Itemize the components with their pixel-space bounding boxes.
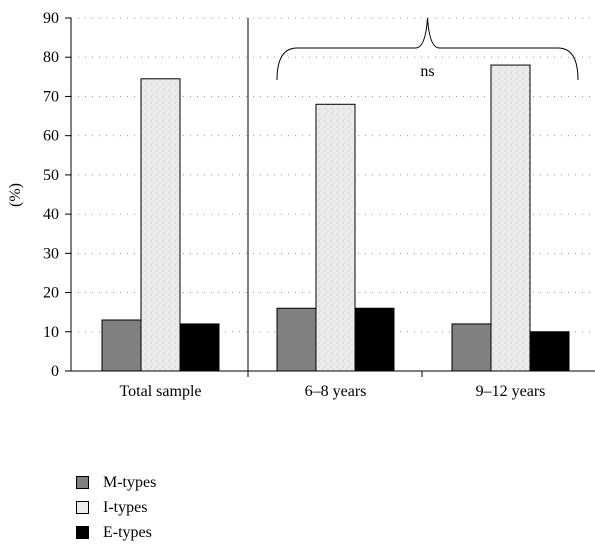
legend-label: I-types xyxy=(103,498,148,516)
legend-swatch-m-types xyxy=(76,476,89,489)
bar-i-types xyxy=(315,103,356,372)
y-tick-label: 70 xyxy=(43,88,59,105)
bar-e-types xyxy=(354,307,395,372)
bar-e-types xyxy=(529,331,570,372)
bar-i-types xyxy=(490,64,531,372)
legend-label: E-types xyxy=(103,523,152,541)
y-tick-label: 60 xyxy=(43,128,59,145)
y-tick-label: 80 xyxy=(43,49,59,66)
legend: M-types I-types E-types xyxy=(76,470,156,545)
significance-annotation: ns xyxy=(276,17,579,81)
legend-label: M-types xyxy=(103,473,157,491)
legend-swatch-i-types xyxy=(76,501,89,514)
x-category-label: Total sample xyxy=(120,383,202,400)
bar-e-types xyxy=(179,323,220,372)
y-tick-label: 30 xyxy=(43,245,59,262)
y-axis-label: (%) xyxy=(7,183,24,207)
bar-m-types xyxy=(451,323,492,372)
y-tick-label: 20 xyxy=(43,285,59,302)
legend-item-e-types: E-types xyxy=(76,520,156,545)
x-category-label: 9–12 years xyxy=(476,383,546,400)
y-tick-label: 10 xyxy=(43,324,59,341)
significance-label: ns xyxy=(420,63,434,80)
y-tick-label: 40 xyxy=(43,206,59,223)
bars xyxy=(101,64,570,372)
x-tick-labels: Total sample 6–8 years 9–12 years xyxy=(120,383,546,400)
bar-m-types xyxy=(276,307,317,372)
y-tick-label: 90 xyxy=(43,10,59,27)
y-tick-labels: 0 10 20 30 40 50 60 70 80 90 xyxy=(43,10,59,380)
legend-item-i-types: I-types xyxy=(76,495,156,520)
bar-i-types xyxy=(140,78,181,372)
y-tick-label: 50 xyxy=(43,167,59,184)
axes xyxy=(65,17,595,377)
bar-m-types xyxy=(101,319,142,372)
legend-item-m-types: M-types xyxy=(76,470,156,495)
legend-swatch-e-types xyxy=(76,526,89,539)
x-category-label: 6–8 years xyxy=(305,383,367,400)
y-tick-label: 0 xyxy=(51,363,59,380)
significance-brace xyxy=(276,17,579,81)
